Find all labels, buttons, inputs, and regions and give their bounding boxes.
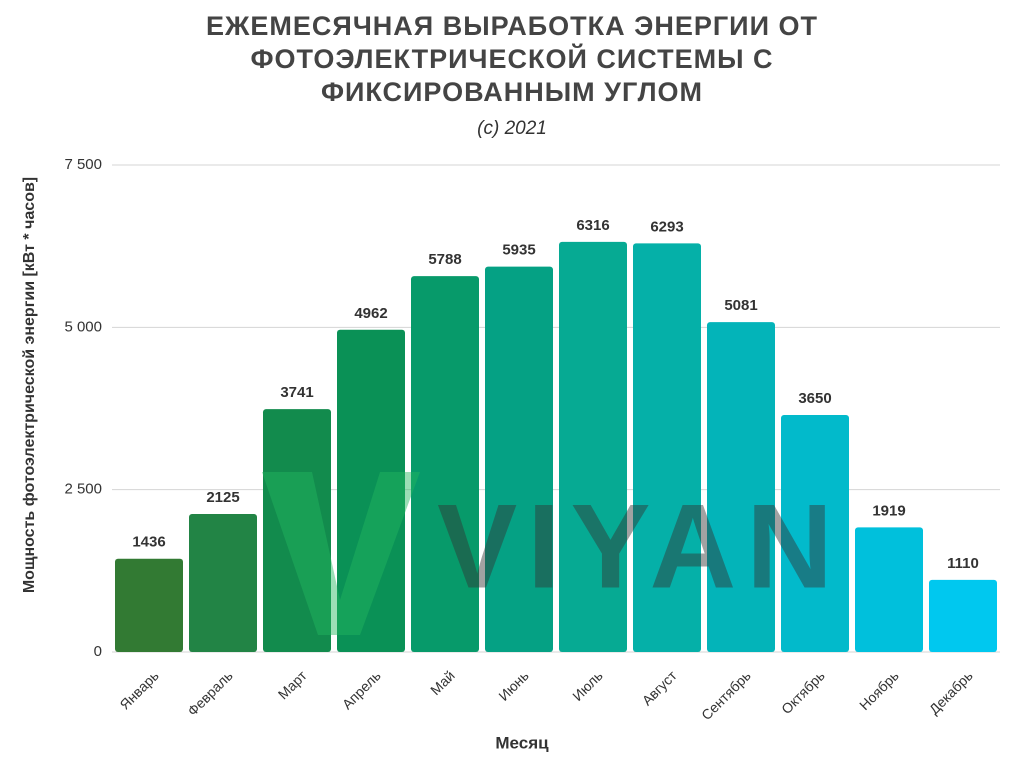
x-tick-label: Февраль [184,667,236,719]
x-tick-label: Май [427,667,458,698]
value-label: 3741 [280,384,313,401]
value-label: 6316 [576,217,609,234]
bar [559,241,627,652]
y-axis-label: Мощность фотоэлектрической энергии [кВт … [21,177,38,593]
bar [189,514,257,652]
bar [115,558,183,652]
value-label: 5935 [502,242,535,259]
bar [411,276,479,652]
x-tick-label: Октябрь [778,667,828,717]
watermark-logo [262,472,420,635]
x-tick-label: Январь [116,667,161,712]
y-tick-label: 0 [94,643,102,660]
watermark: VIYAN [262,472,843,635]
bar [855,527,923,652]
x-tick-label: Март [275,667,310,702]
value-label: 1919 [872,502,905,519]
bar [337,329,405,652]
x-tick-label: Ноябрь [856,667,902,713]
x-tick-label: Июнь [495,667,531,703]
watermark-text: VIYAN [437,480,843,614]
value-label: 1436 [132,534,165,551]
value-label: 5081 [724,297,757,314]
bar [929,579,997,652]
y-tick-label: 2 500 [64,481,102,498]
bar [633,243,701,653]
x-tick-label: Апрель [339,667,384,712]
x-axis-label: Месяц [495,733,549,752]
bar [707,322,775,652]
x-tick-label: Июль [569,667,606,704]
x-tick-label: Сентябрь [698,667,754,723]
value-label: 5788 [428,251,461,268]
value-label: 4962 [354,305,387,322]
chart-title: ЕЖЕМЕСЯЧНАЯ ВЫРАБОТКА ЭНЕРГИИ ОТ ФОТОЭЛЕ… [206,11,818,107]
bar [781,414,849,652]
y-tick-label: 5 000 [64,318,102,335]
bar [485,266,553,652]
x-tick-label: Декабрь [926,667,976,717]
value-label: 3650 [798,390,831,407]
value-label: 6293 [650,218,683,235]
bar [263,409,331,652]
y-tick-label: 7 500 [64,156,102,173]
value-label: 2125 [206,489,239,506]
value-label: 1110 [947,555,979,572]
chart-subtitle: (c) 2021 [477,118,547,139]
x-tick-label: Август [639,667,681,709]
